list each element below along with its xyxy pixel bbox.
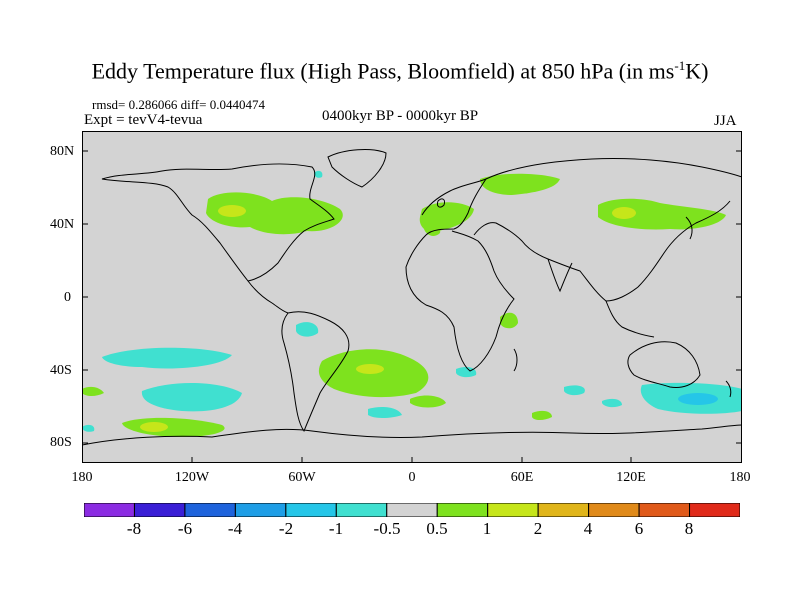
colorbar-swatch	[487, 503, 539, 517]
lon-label-60e: 60E	[510, 470, 534, 485]
cbar-label: 4	[583, 519, 593, 538]
patch-s-ocean-1	[82, 386, 104, 396]
patch-australia-cyan-2	[564, 385, 585, 396]
lon-label-120w: 120W	[174, 470, 210, 485]
coast-asia	[473, 157, 742, 302]
patch-s-ocean-cyan	[368, 407, 402, 418]
patch-antarctic-cyan	[602, 398, 622, 408]
patch-arctic-cyan	[314, 170, 323, 178]
lon-label-120e: 120E	[616, 470, 646, 485]
cbar-label: -8	[126, 519, 142, 538]
lon-label-180e: 180	[729, 470, 751, 485]
coast-central-america	[247, 280, 289, 314]
patch-north-america	[206, 192, 343, 235]
lat-label-40s: 40S	[50, 363, 72, 378]
lat-label-80s: 80S	[50, 435, 72, 450]
coastlines	[82, 149, 742, 446]
stats-text: rmsd= 0.286066 diff= 0.0440474	[92, 97, 265, 112]
patch-europe-2	[424, 221, 441, 236]
lat-label-80n: 80N	[50, 144, 75, 159]
colorbar-swatch	[638, 503, 691, 517]
patch-east-asia-core	[612, 207, 636, 219]
experiment-label: Expt = tevV4-tevua	[84, 112, 203, 128]
axis-ticks	[82, 150, 742, 463]
colorbar-swatch	[285, 503, 337, 517]
colorbar-swatch	[184, 503, 236, 517]
map-title: Eddy Temperature flux (High Pass, Bloomf…	[91, 58, 709, 84]
season-label: JJA	[714, 113, 737, 129]
coast-new-zealand	[725, 380, 732, 398]
lon-label-180w: 180	[71, 470, 93, 485]
patch-s-indian	[410, 395, 446, 408]
coast-uk	[437, 198, 445, 208]
patch-pacific-cyan-small	[82, 424, 95, 432]
lon-label-0: 0	[408, 470, 416, 485]
patch-s-atlantic-core	[356, 364, 384, 374]
cbar-label: 2	[533, 519, 543, 538]
lon-label-60w: 60W	[288, 470, 316, 485]
patch-s-pacific-cyan-2	[141, 382, 242, 412]
cbar-label: -2	[278, 519, 294, 538]
cbar-label: -4	[227, 519, 243, 538]
cbar-label: 1	[482, 519, 492, 538]
cbar-label: -6	[177, 519, 193, 538]
anomaly-patches	[82, 170, 742, 437]
colorbar-swatch	[133, 503, 186, 517]
coast-india	[547, 258, 573, 293]
lat-label-40n: 40N	[50, 217, 75, 232]
coast-south-america	[281, 311, 350, 433]
lat-label-0: 0	[64, 290, 71, 305]
colorbar-swatch	[335, 503, 388, 517]
patch-east-asia	[598, 198, 726, 230]
patch-chile-cyan	[296, 322, 319, 337]
coast-north-america	[101, 163, 335, 282]
colorbar-swatch	[386, 503, 438, 517]
patch-s-ocean-2	[532, 410, 552, 420]
cbar-label: 6	[634, 519, 644, 538]
coast-australia	[627, 341, 701, 388]
colorbar	[84, 503, 740, 517]
patch-australia-core	[678, 393, 718, 405]
colorbar-swatch	[588, 503, 640, 517]
cbar-label: 8	[684, 519, 694, 538]
cbar-label: 0.5	[426, 519, 448, 538]
coast-madagascar	[513, 348, 518, 372]
coast-greenland	[327, 149, 387, 188]
colorbar-swatch	[689, 503, 740, 517]
world-map	[82, 131, 742, 463]
coast-se-asia	[605, 300, 655, 338]
cbar-label: -1	[328, 519, 344, 538]
colorbar-swatch	[436, 503, 489, 517]
cbar-label: -0.5	[373, 519, 401, 538]
colorbar-swatch	[234, 503, 287, 517]
colorbar-swatch	[537, 503, 590, 517]
coast-antarctica	[82, 424, 742, 446]
period-label: 0400kyr BP - 0000kyr BP	[322, 108, 479, 124]
coast-europe-africa	[405, 177, 515, 372]
patch-na-core	[218, 205, 246, 217]
patch-africa-east	[500, 312, 518, 329]
map-background	[82, 131, 742, 463]
patch-indian-cyan	[456, 367, 477, 378]
coast-japan	[685, 216, 693, 240]
colorbar-swatch	[84, 503, 135, 517]
patch-s-pacific-cyan	[102, 347, 232, 369]
patch-s-pacific-core	[140, 422, 168, 432]
patch-asia-north	[480, 173, 560, 195]
